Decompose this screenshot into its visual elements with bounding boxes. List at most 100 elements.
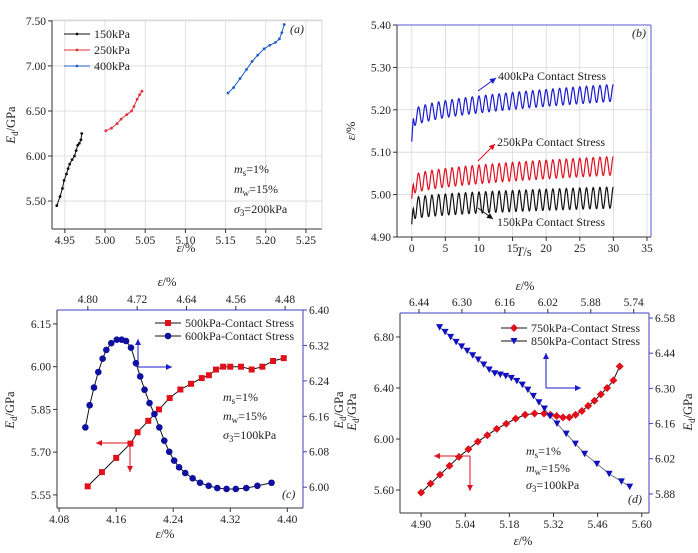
annotation-value: =15% [541, 461, 570, 475]
axis-title-symbol: ε [158, 275, 163, 289]
annotation-value: =15% [238, 409, 267, 423]
triangle-down-marker [571, 440, 579, 448]
annotation-symbol: σ [526, 478, 533, 492]
triangle-down-marker [458, 343, 466, 350]
x-axis-title: ε/% [514, 534, 533, 548]
annotation-subscript: s [243, 168, 247, 178]
series-850kpa-contact-stress [436, 324, 634, 491]
series-750kpa-contact-stress [417, 362, 624, 497]
diamond-marker [473, 437, 482, 446]
axis-title-unit: /GPa [4, 106, 18, 131]
y-axis-title: Ed/GPa [3, 391, 19, 430]
annotation-value: =1% [538, 444, 561, 458]
y-tick-label: 6.00 [26, 151, 46, 163]
axis-title-symbol: ε [156, 527, 161, 541]
right-y-tick-label: 6.40 [309, 305, 329, 317]
axis-title-subscript: d [10, 131, 20, 136]
axis-title-unit: /% [182, 241, 196, 255]
x-tick-label: 5.25 [296, 235, 316, 247]
diamond-marker [584, 401, 593, 410]
circle-marker [165, 448, 173, 456]
right-y-tick-label: 6.16 [655, 419, 675, 431]
x-tick-label: 4.08 [49, 514, 69, 526]
circle-marker [164, 332, 172, 340]
triangle-down-marker [593, 460, 601, 468]
square-marker [177, 386, 184, 393]
right-y-tick-label: 6.58 [655, 313, 675, 325]
series-line [420, 366, 621, 493]
annotation-arrow [477, 143, 496, 162]
annotation-value: =100kPa [233, 428, 276, 442]
x-tick-label: 5.15 [216, 235, 236, 247]
right-y-axis-title-text: Ed/GPa [681, 393, 697, 432]
triangle-down-marker [513, 377, 521, 385]
diamond-marker [615, 362, 624, 371]
dot-marker [256, 53, 260, 57]
dot-marker [77, 142, 81, 145]
top-x-tick-label: 4.56 [226, 294, 246, 306]
annotation-subscript: 3 [240, 208, 245, 218]
dot-marker [140, 89, 144, 93]
right-y-tick-label: 6.24 [309, 376, 329, 388]
y-tick-label: 4.90 [371, 232, 391, 244]
series-150kpa [55, 132, 84, 207]
x-tick-label: 5.20 [256, 235, 276, 247]
annotation-arrow [477, 77, 497, 92]
y-axis-title: Ed/GPa [345, 393, 361, 432]
right-y-tick-label: 6.00 [309, 482, 329, 494]
series-line [105, 90, 143, 132]
circle-marker [82, 424, 89, 431]
y-tick-label: 6.50 [26, 106, 46, 118]
axis-title-subscript: d [338, 416, 348, 421]
square-marker [84, 483, 91, 490]
series-annotation-label: 150kPa Contact Stress [497, 215, 605, 229]
legend-label: 850kPa-Contact Stress [531, 334, 640, 348]
dot-marker [138, 93, 141, 97]
series-150kpa-contact-stress [411, 186, 614, 225]
top-x-axis-title: ε/% [158, 275, 177, 289]
x-axis-title-text: ε/% [514, 534, 533, 548]
top-x-tick-label: 6.02 [538, 297, 558, 309]
axis-title-symbol: E [345, 423, 359, 432]
y-tick-label: 6.80 [374, 332, 394, 344]
y-axis-title: ε/% [344, 122, 358, 141]
x-axis-title-text: ε/% [177, 241, 196, 255]
panel-b: 0 5 10 15 20 25 30 35 4.90 5.00 5.10 5.20 5.30 5.40 (b… [371, 20, 653, 255]
top-x-tick-label: 4.64 [176, 294, 196, 306]
square-marker [280, 355, 287, 362]
panel-c: 4.08 4.16 4.24 4.32 4.40 5.55 5.70 5.85 6.00 6.15… [31, 294, 330, 526]
axis-title-unit: /GPa [3, 391, 17, 416]
y-tick-label: 5.70 [31, 447, 51, 459]
x-tick-label: 5.10 [175, 235, 195, 247]
y-tick-label: 6.00 [31, 362, 51, 374]
y-tick-label: 5.55 [31, 490, 51, 502]
axis-title-symbol: T [516, 245, 524, 259]
axis-title-unit: /GPa [681, 393, 695, 418]
square-marker [270, 357, 277, 364]
square-marker [166, 395, 173, 402]
triangle-down-marker [496, 371, 504, 379]
y-tick-label: 5.85 [31, 404, 51, 416]
legend-item: 500kPa-Contact Stress [155, 316, 294, 330]
square-marker [213, 366, 220, 373]
diamond-marker [464, 445, 473, 454]
annotation-arrow [477, 207, 494, 220]
axis-title-symbol: ε [516, 279, 521, 293]
top-x-tick-label: 6.44 [409, 297, 429, 309]
triangle-down-marker [485, 366, 493, 374]
series-line [411, 83, 614, 142]
right-y-tick-label: 5.88 [655, 489, 675, 501]
dot-marker [58, 195, 62, 198]
x-tick-label: 4.16 [106, 514, 126, 526]
square-marker [248, 366, 255, 373]
dot-marker [268, 43, 272, 47]
axis-title-unit: /GPa [345, 393, 359, 418]
dot-marker [132, 105, 136, 108]
y-tick-label: 5.60 [374, 485, 394, 497]
square-marker [188, 380, 195, 387]
x-tick-label: 5.60 [632, 519, 652, 531]
circle-marker [254, 482, 261, 490]
diamond-marker [510, 324, 518, 332]
legend-label: 150kPa [94, 27, 131, 41]
